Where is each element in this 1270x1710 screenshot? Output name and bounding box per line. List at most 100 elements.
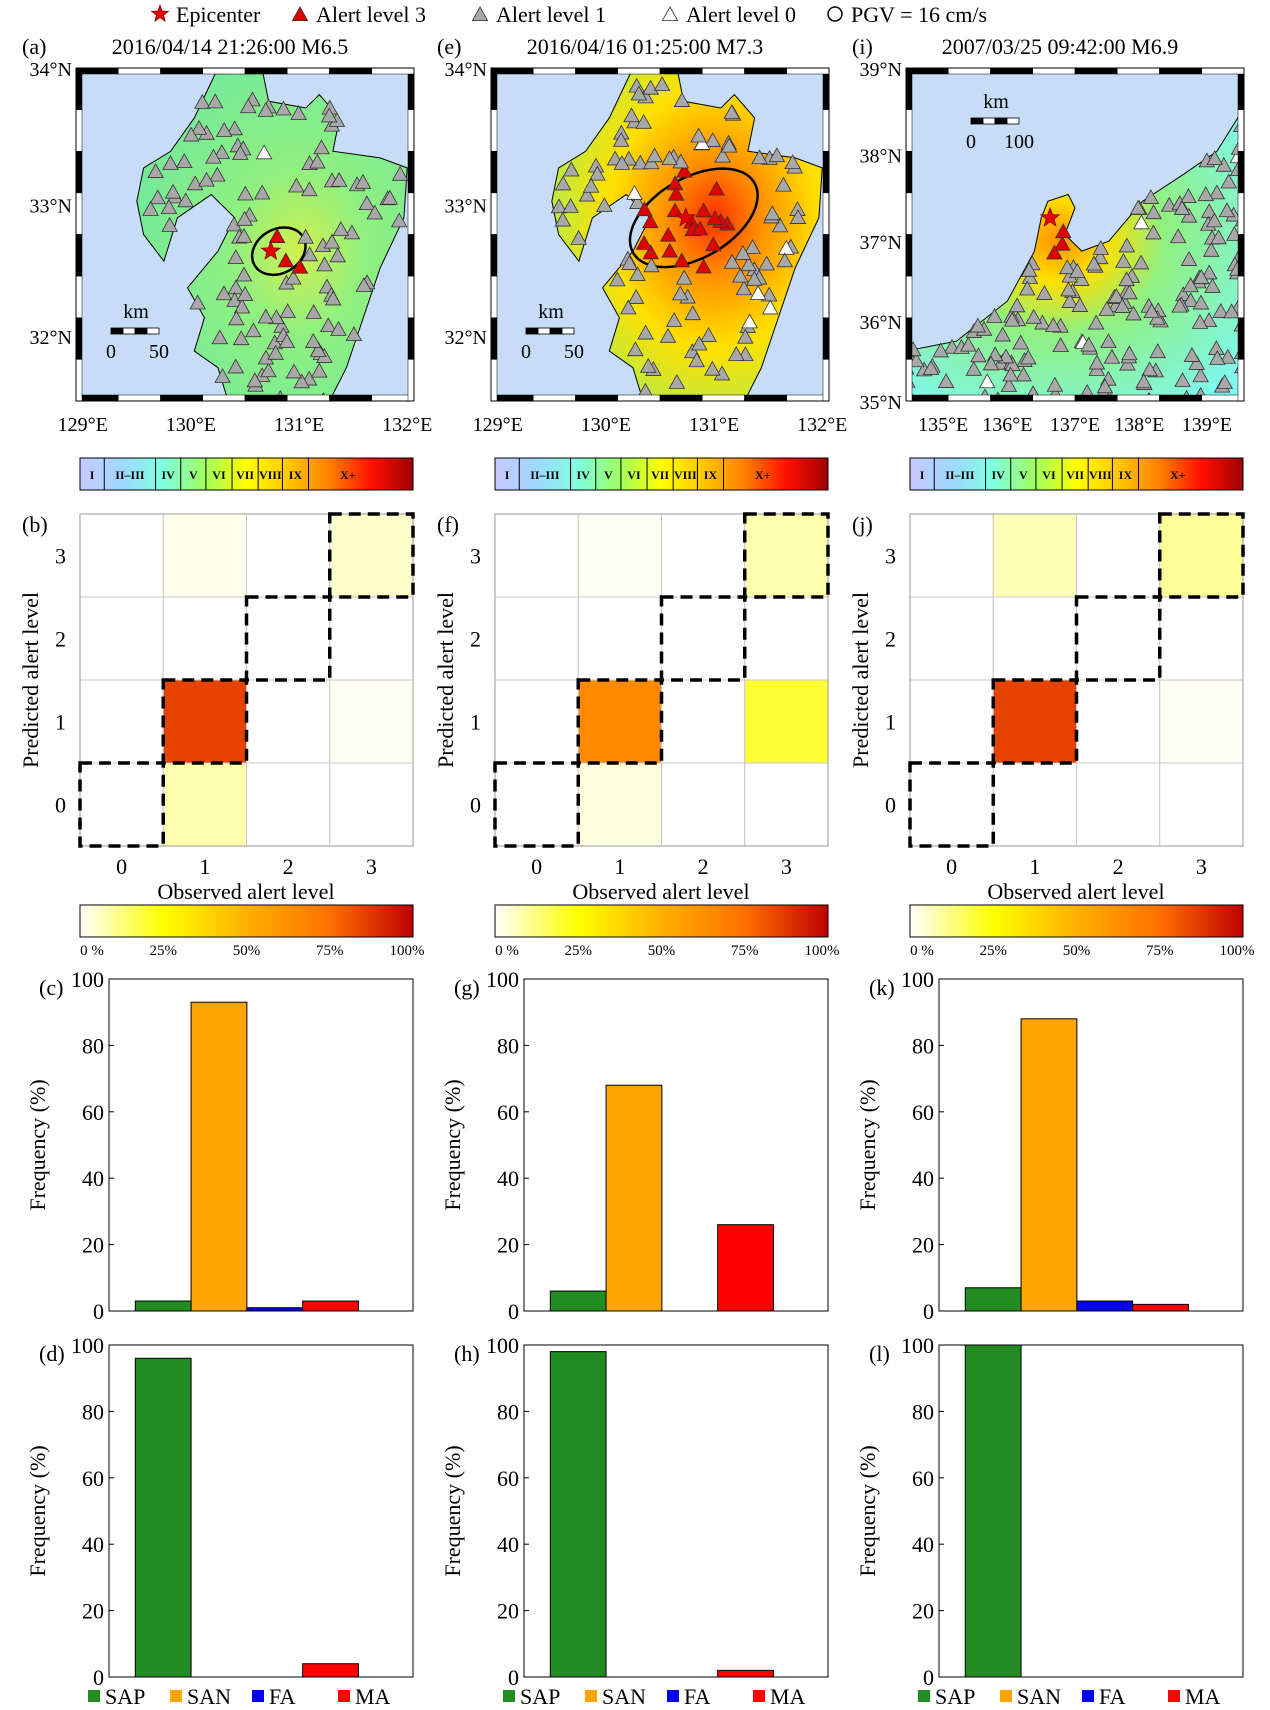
station-triangle bbox=[643, 257, 660, 273]
bar-axes bbox=[938, 978, 1244, 1312]
y-tick-label: 100 bbox=[901, 1333, 934, 1358]
frame-tick bbox=[822, 234, 830, 277]
heatmap-cell bbox=[79, 596, 164, 681]
percent-tick-label: 100% bbox=[1220, 943, 1255, 959]
x-tick-label: 3 bbox=[781, 854, 792, 879]
frame-tick bbox=[490, 67, 534, 75]
station-triangle bbox=[319, 317, 337, 333]
station-triangle bbox=[1003, 311, 1021, 327]
station-triangle bbox=[291, 6, 309, 22]
scale-label: 0 bbox=[521, 341, 531, 363]
lat-tick-label: 36°N bbox=[860, 312, 902, 334]
map-1 bbox=[491, 68, 829, 401]
station-triangle bbox=[1142, 189, 1160, 204]
heatmap-cell bbox=[79, 762, 164, 847]
heatmap-cell bbox=[992, 513, 1077, 598]
station-triangle bbox=[706, 210, 724, 225]
correct-region-dashed-box bbox=[328, 512, 415, 599]
panel-label: (b) bbox=[22, 512, 48, 537]
frame-tick bbox=[822, 109, 830, 152]
station-triangle bbox=[198, 171, 215, 187]
station-triangle bbox=[965, 360, 983, 376]
frame-tick bbox=[1237, 192, 1245, 235]
mmi-label: IX bbox=[1119, 468, 1133, 482]
heatmap-cell bbox=[909, 762, 994, 847]
map-frame bbox=[75, 67, 415, 402]
correct-region-dashed-box bbox=[991, 678, 1079, 765]
heatmap-cell bbox=[909, 513, 994, 598]
frame-tick bbox=[407, 109, 415, 152]
station-triangle bbox=[235, 266, 253, 282]
station-triangle bbox=[309, 341, 327, 357]
heatmap-cell bbox=[329, 513, 414, 598]
station-triangle bbox=[764, 205, 781, 221]
correct-region-dashed-box bbox=[908, 761, 995, 848]
station-triangle bbox=[1180, 207, 1198, 223]
station-triangle bbox=[673, 252, 691, 268]
station-triangle bbox=[245, 322, 262, 338]
station-triangle bbox=[744, 239, 761, 254]
station-triangle bbox=[1141, 361, 1158, 377]
station-triangle bbox=[661, 6, 679, 22]
y-axis-label: Frequency (%) bbox=[855, 1079, 880, 1210]
station-triangle bbox=[391, 165, 409, 181]
bar-san bbox=[190, 1001, 248, 1312]
station-triangle bbox=[695, 258, 712, 274]
mmi-label: IX bbox=[704, 468, 718, 482]
scale-unit: km bbox=[983, 91, 1009, 113]
station-triangle bbox=[749, 285, 767, 300]
lon-tick-label: 138°E bbox=[1114, 414, 1164, 436]
station-triangle bbox=[720, 137, 738, 153]
station-triangle bbox=[323, 233, 341, 249]
station-triangle bbox=[978, 373, 996, 389]
lat-tick-label: 38°N bbox=[860, 146, 902, 168]
frame-tick bbox=[905, 234, 913, 277]
legend-label: SAP bbox=[105, 1684, 145, 1709]
bar-sap bbox=[964, 1287, 1022, 1312]
station-triangle bbox=[708, 180, 725, 196]
frame-tick bbox=[1159, 67, 1202, 75]
station-triangle bbox=[1121, 284, 1138, 300]
y-tick-label: 3 bbox=[55, 544, 66, 569]
frame-tick bbox=[287, 67, 330, 75]
station-triangle bbox=[1002, 366, 1019, 382]
station-triangle bbox=[732, 267, 749, 283]
lat-tick-label: 39°N bbox=[860, 59, 902, 81]
mmi-colorbar bbox=[909, 457, 1244, 491]
station-triangle bbox=[366, 204, 384, 220]
frame-tick bbox=[617, 394, 661, 402]
percent-tick-label: 25% bbox=[565, 943, 593, 959]
frame-tick bbox=[990, 394, 1033, 402]
frame-tick bbox=[202, 394, 246, 402]
frame-tick bbox=[1201, 67, 1245, 75]
frame-tick bbox=[786, 394, 830, 402]
y-tick-label: 60 bbox=[497, 1466, 519, 1491]
panel-label: (g) bbox=[454, 975, 480, 1000]
bar-fa bbox=[1076, 1300, 1134, 1312]
station-triangle bbox=[937, 373, 955, 388]
frame-tick bbox=[75, 234, 83, 277]
y-tick-label: 0 bbox=[923, 1299, 934, 1324]
y-tick-label: 1 bbox=[470, 710, 481, 735]
station-triangle bbox=[246, 372, 264, 388]
y-tick-label: 40 bbox=[82, 1166, 104, 1191]
panel-label: (k) bbox=[869, 975, 895, 1000]
station-triangle bbox=[1121, 345, 1138, 361]
station-triangle bbox=[675, 269, 693, 285]
y-tick-label: 2 bbox=[55, 627, 66, 652]
bar-sap bbox=[549, 1290, 607, 1312]
heatmap-cell bbox=[577, 596, 662, 681]
mmi-label: VIII bbox=[1089, 468, 1112, 482]
heatmap-cell bbox=[744, 762, 829, 847]
station-triangle bbox=[279, 303, 296, 319]
heatmap-cell bbox=[1076, 679, 1161, 764]
frame-tick bbox=[822, 192, 830, 235]
station-triangle bbox=[554, 175, 572, 191]
station-triangle bbox=[620, 299, 637, 315]
percent-tick-label: 50% bbox=[648, 943, 676, 959]
map-0 bbox=[76, 68, 414, 401]
heatmap-cell bbox=[1159, 513, 1244, 598]
station-triangle bbox=[301, 181, 318, 197]
station-triangle bbox=[623, 107, 640, 123]
percent-tick-label: 100% bbox=[805, 943, 840, 959]
